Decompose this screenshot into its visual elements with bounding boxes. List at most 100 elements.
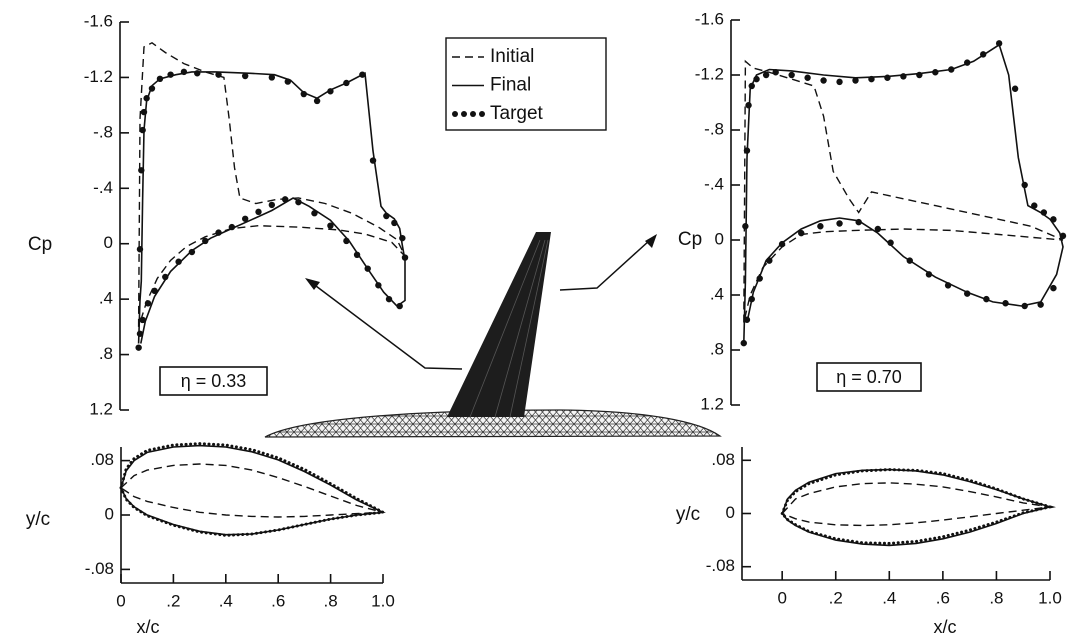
data-point (1021, 303, 1027, 309)
legend: Initial Final Target (446, 38, 606, 130)
data-point (215, 229, 221, 235)
data-point (900, 73, 906, 79)
data-point (359, 71, 365, 77)
data-point (1002, 300, 1008, 306)
data-point (1037, 301, 1043, 307)
legend-swatch (479, 111, 485, 117)
data-point (314, 98, 320, 104)
x-tick-label: .2 (166, 591, 180, 610)
x-tick-label: 0 (777, 588, 786, 607)
y-axis-label: Cp (678, 229, 702, 250)
data-point (229, 224, 235, 230)
data-point (907, 257, 913, 263)
data-point (327, 88, 333, 94)
y-axis-label: y/c (26, 509, 50, 530)
x-tick-label: .6 (271, 591, 285, 610)
y-tick-label: .8 (710, 339, 724, 358)
x-tick-label: .2 (829, 588, 843, 607)
y-axis-label: Cp (28, 234, 52, 255)
y-axis-label: y/c (676, 504, 700, 525)
data-point (983, 296, 989, 302)
data-point (766, 257, 772, 263)
data-point (884, 75, 890, 81)
series-line (139, 43, 405, 327)
data-point (980, 51, 986, 57)
data-point (215, 71, 221, 77)
data-point (1012, 86, 1018, 92)
data-point (343, 80, 349, 86)
data-point (139, 317, 145, 323)
data-point (167, 71, 173, 77)
data-point (137, 331, 143, 337)
y-tick-label: 1.2 (700, 394, 724, 413)
figure: -1.6-1.2-.8-.40.4.81.2Cpη = 0.33InitialF… (0, 0, 1073, 638)
data-point (932, 69, 938, 75)
legend-label: Initial (490, 46, 534, 67)
data-point (916, 72, 922, 78)
x-tick-label: .8 (989, 588, 1003, 607)
data-point (868, 76, 874, 82)
data-point (242, 73, 248, 79)
y-tick-label: 0 (726, 503, 735, 522)
data-point (202, 238, 208, 244)
data-point (745, 102, 751, 108)
data-point (149, 85, 155, 91)
y-tick-label: 0 (715, 229, 724, 248)
y-tick-label: -1.2 (84, 67, 113, 86)
data-point (137, 246, 143, 252)
legend-label: Final (490, 75, 531, 96)
data-point (996, 40, 1002, 46)
data-point (143, 95, 149, 101)
x-axis-label: x/c (933, 617, 956, 637)
y-tick-label: -1.2 (695, 64, 724, 83)
y-tick-label: -.08 (85, 559, 114, 578)
data-point (162, 274, 168, 280)
data-point (139, 127, 145, 133)
y-tick-label: -1.6 (84, 11, 113, 30)
x-tick-label: .8 (324, 591, 338, 610)
data-point (945, 282, 951, 288)
data-point (370, 157, 376, 163)
y-tick-label: -.8 (93, 122, 113, 141)
data-point (354, 252, 360, 258)
data-point (804, 75, 810, 81)
data-point (157, 76, 163, 82)
data-point (817, 223, 823, 229)
legend-swatch (452, 111, 458, 117)
x-tick-label: 0 (116, 591, 125, 610)
y-tick-label: -1.6 (695, 9, 724, 28)
data-point (741, 340, 747, 346)
data-point (396, 303, 402, 309)
data-point (855, 219, 861, 225)
legend-swatch (461, 111, 467, 117)
y-tick-label: .08 (711, 450, 735, 469)
panel: .080-.080.2.4.6.81.0y/cx/c (676, 447, 1062, 637)
data-point (836, 220, 842, 226)
data-point (141, 109, 147, 115)
data-point (964, 290, 970, 296)
data-point (1060, 233, 1066, 239)
data-point (887, 240, 893, 246)
data-point (343, 238, 349, 244)
data-point (383, 213, 389, 219)
x-tick-label: .4 (219, 591, 233, 610)
data-point (749, 296, 755, 302)
data-point (875, 226, 881, 232)
x-tick-label: .4 (882, 588, 896, 607)
legend-label: Target (490, 103, 544, 124)
data-point (138, 167, 144, 173)
y-tick-label: 1.2 (89, 399, 113, 418)
data-point (175, 259, 181, 265)
annotation: η = 0.33 (181, 371, 247, 391)
series-line (744, 61, 1063, 322)
data-point (779, 241, 785, 247)
y-tick-label: .4 (710, 284, 724, 303)
data-point (375, 282, 381, 288)
data-point (402, 254, 408, 260)
wing-illustration (265, 232, 720, 437)
data-point (1050, 285, 1056, 291)
annotation: η = 0.70 (836, 367, 902, 387)
data-point (399, 235, 405, 241)
data-point (391, 220, 397, 226)
